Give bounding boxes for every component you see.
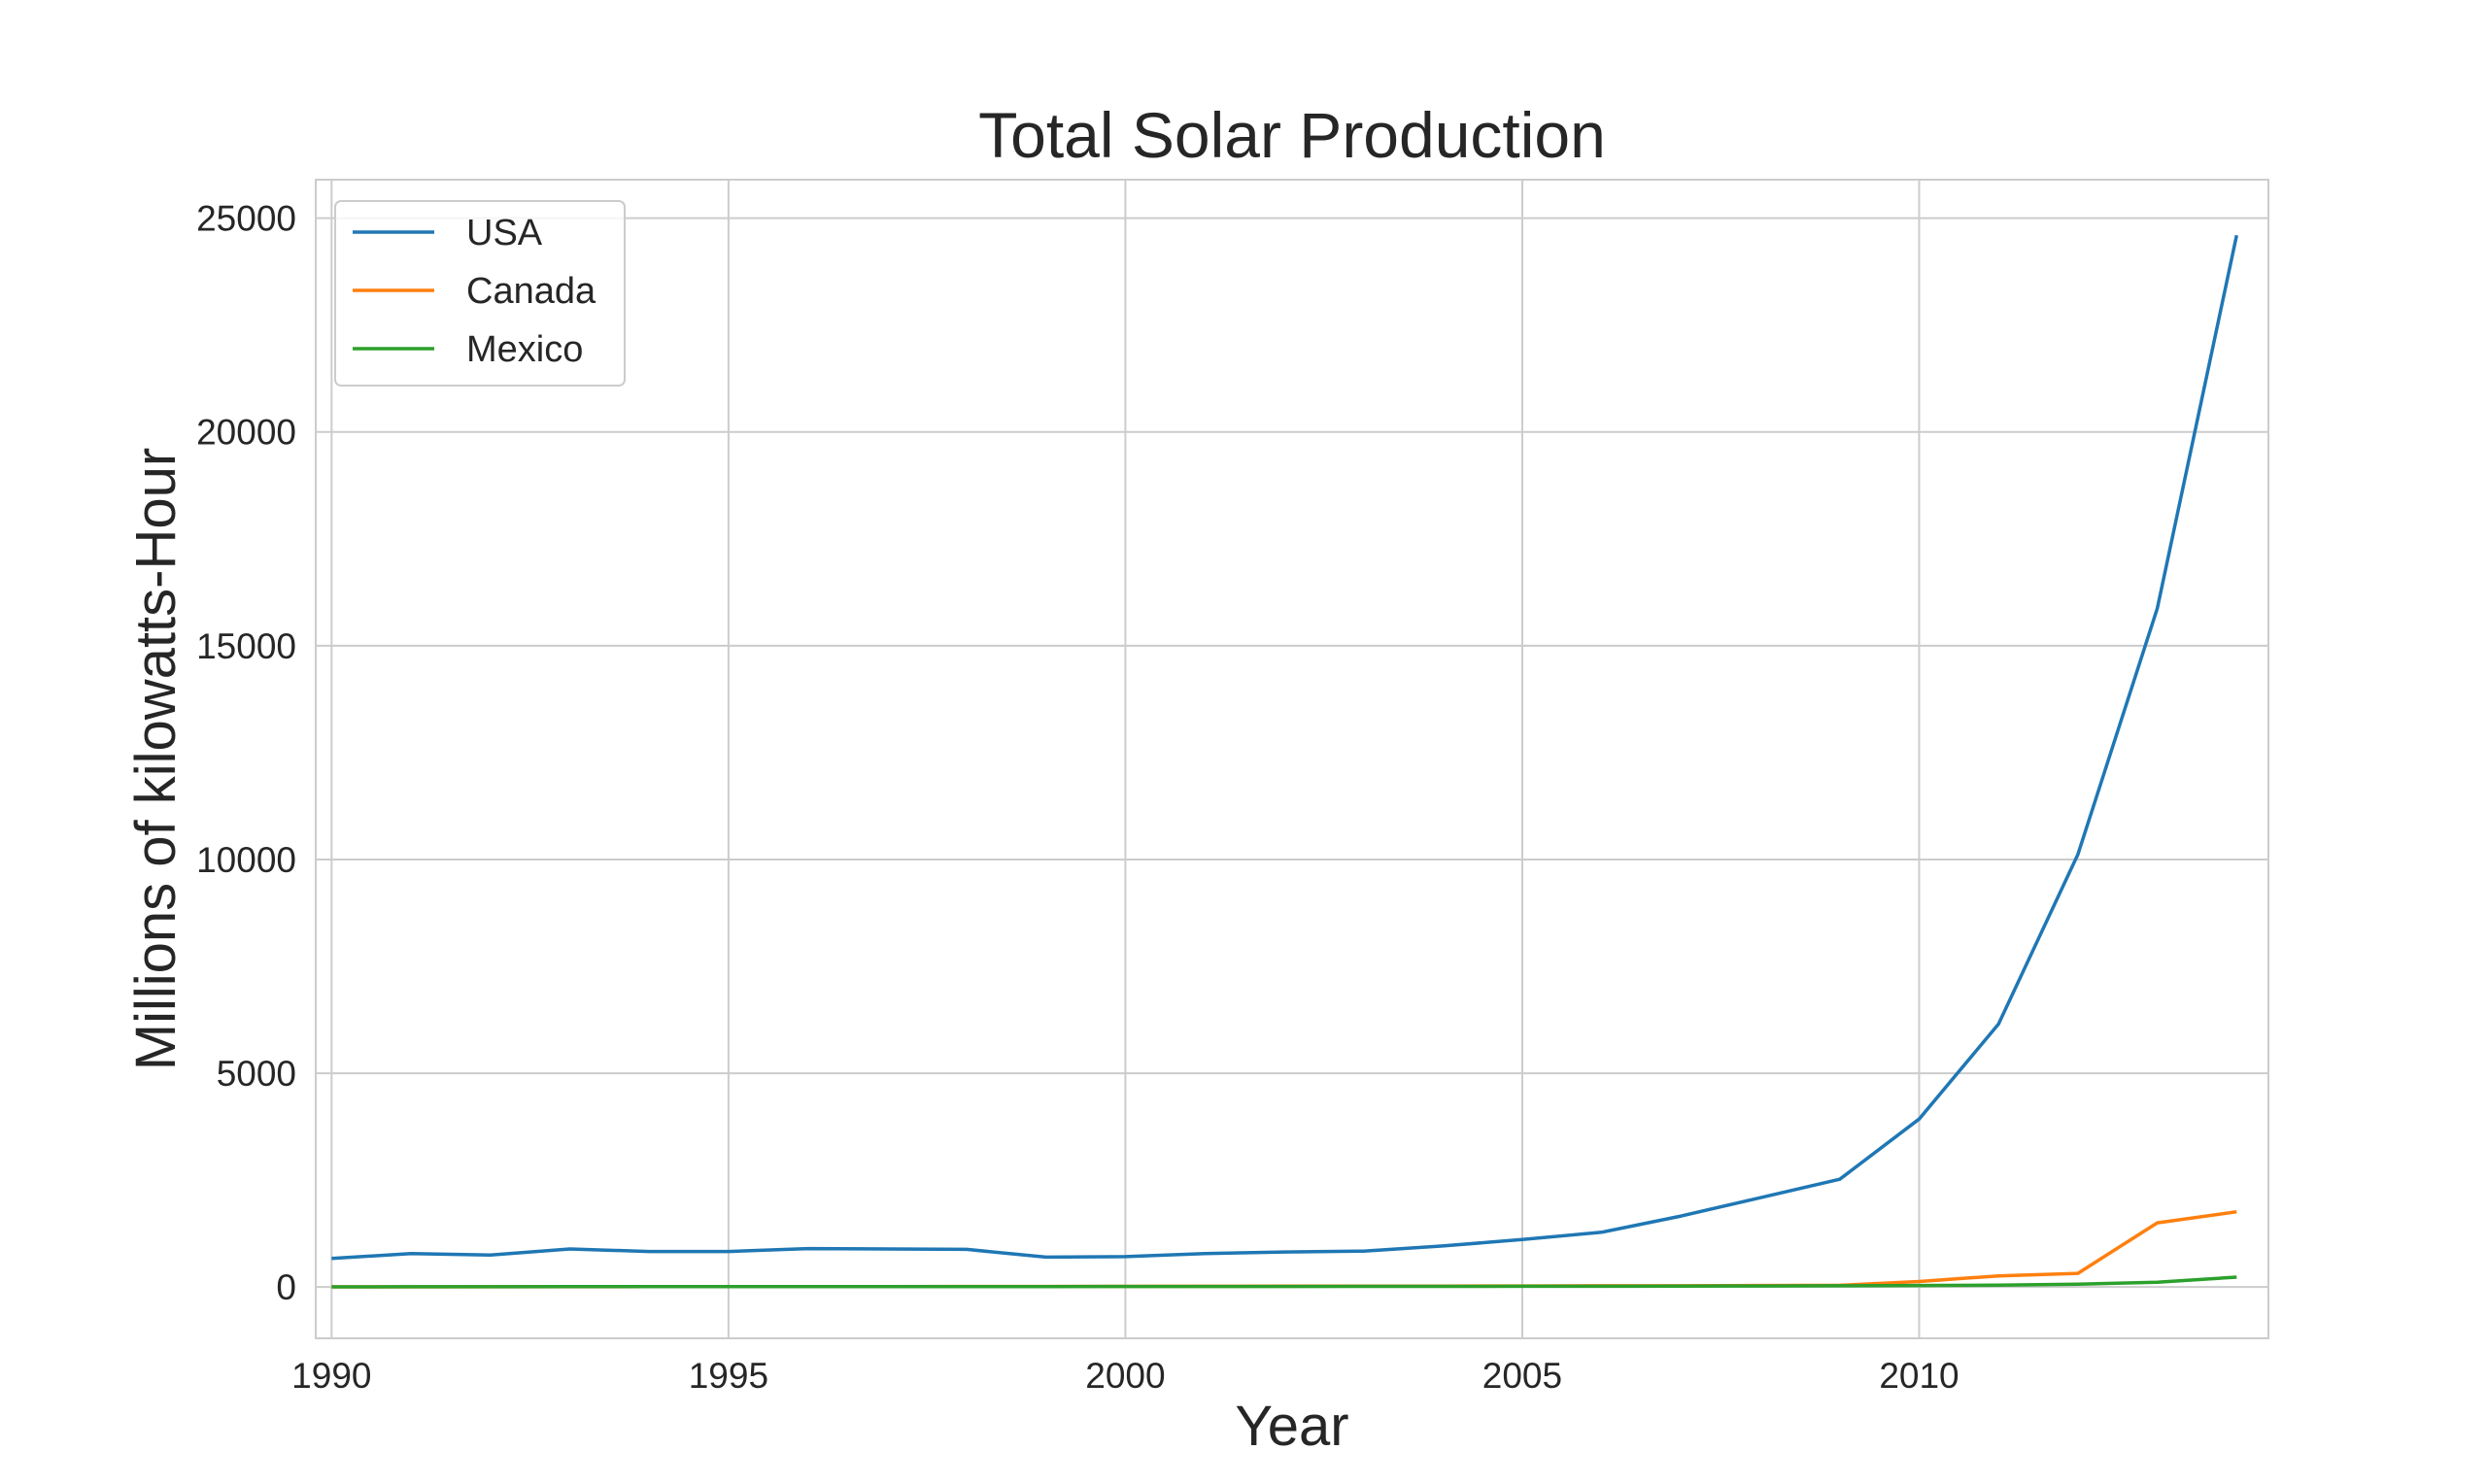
plot-frame	[315, 179, 2269, 1339]
grid-lines	[316, 180, 2268, 1338]
x-tick-label: 2010	[1879, 1356, 1959, 1396]
y-tick-label: 15000	[196, 626, 296, 666]
y-axis-label: Millions of kilowatts-Hour	[124, 448, 187, 1070]
series-line-usa	[331, 234, 2239, 1261]
tick-labels: 1990 1995 2000 2005 2010 0 5000 10000 15000 20000…	[196, 199, 1959, 1396]
y-tick-label: 20000	[196, 413, 296, 453]
legend-label-usa: USA	[466, 213, 543, 253]
legend-label-canada: Canada	[466, 271, 596, 312]
legend-label-mexico: Mexico	[466, 329, 583, 370]
x-tick-label: 1995	[689, 1356, 768, 1396]
x-tick-label: 1990	[291, 1356, 371, 1396]
x-tick-label: 2000	[1085, 1356, 1165, 1396]
legend-box	[334, 200, 626, 387]
chart-title: Total Solar Production	[978, 99, 1606, 171]
legend: USA Canada Mexico	[334, 200, 626, 387]
series-line-mexico	[331, 1275, 2237, 1289]
x-axis-label: Year	[1235, 1395, 1348, 1458]
x-tick-label: 2005	[1482, 1356, 1562, 1396]
series-group	[331, 234, 2239, 1289]
y-tick-label: 10000	[196, 840, 296, 880]
y-tick-label: 25000	[196, 199, 296, 239]
y-tick-label: 5000	[217, 1054, 296, 1094]
y-tick-label: 0	[276, 1267, 296, 1307]
